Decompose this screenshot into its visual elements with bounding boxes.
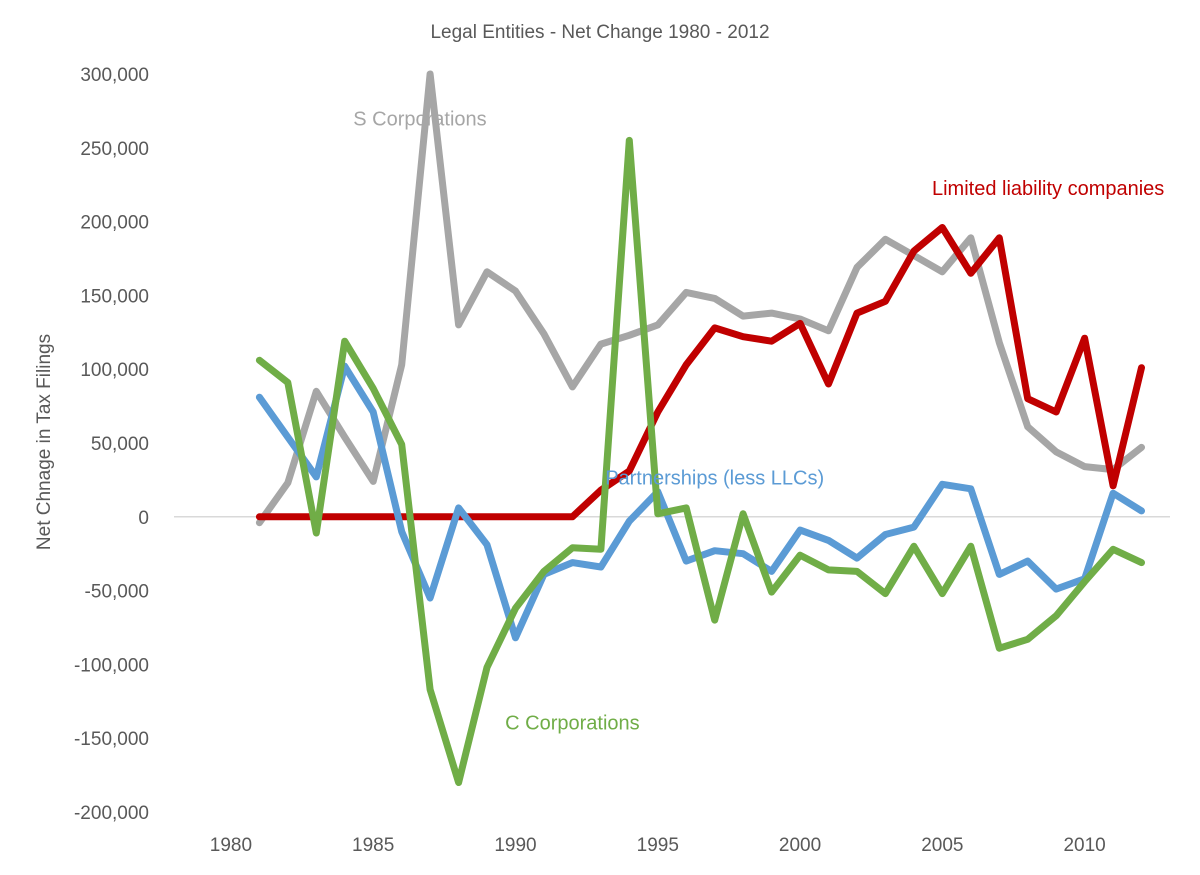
x-tick-label: 1980 [210, 835, 252, 856]
series-label-partnerships-less-llcs: Partnerships (less LLCs) [605, 467, 824, 489]
series-lines [255, 70, 1145, 786]
series-line-c-corporations [255, 136, 1145, 786]
series-line-s-corporations [255, 70, 1145, 527]
y-tick-label: 200,000 [80, 213, 149, 234]
y-tick-label: 150,000 [80, 286, 149, 307]
y-tick-label: 100,000 [80, 360, 149, 381]
y-axis-ticks: 300,000 250,000 200,000 150,000 100,000 50,00… [74, 65, 149, 824]
y-tick-label: -100,000 [74, 655, 149, 676]
x-tick-label: 2005 [921, 835, 963, 856]
y-tick-label: -50,000 [85, 582, 149, 603]
chart-title: Legal Entities - Net Change 1980 - 2012 [430, 22, 769, 43]
series-label-c-corporations: C Corporations [505, 712, 640, 734]
y-tick-label: 50,000 [91, 434, 149, 455]
series-line-limited-liability-companies [255, 224, 1145, 521]
y-tick-label: -150,000 [74, 729, 149, 750]
y-axis-title: Net Chnage in Tax Filings [34, 334, 55, 550]
series-labels: S Corporations Limited liability companie… [353, 109, 1164, 735]
series-label-s-corporations: S Corporations [353, 109, 486, 131]
x-tick-label: 1985 [352, 835, 394, 856]
series-label-limited-liability-companies: Limited liability companies [932, 178, 1164, 200]
x-tick-label: 2000 [779, 835, 821, 856]
x-tick-label: 1995 [637, 835, 679, 856]
y-tick-label: -200,000 [74, 803, 149, 824]
y-tick-label: 250,000 [80, 139, 149, 160]
y-tick-label: 0 [138, 508, 149, 529]
x-tick-label: 1990 [494, 835, 536, 856]
x-axis-ticks: 1980 1985 1990 1995 2000 2005 2010 [210, 835, 1106, 856]
y-tick-label: 300,000 [80, 65, 149, 86]
x-tick-label: 2010 [1063, 835, 1105, 856]
